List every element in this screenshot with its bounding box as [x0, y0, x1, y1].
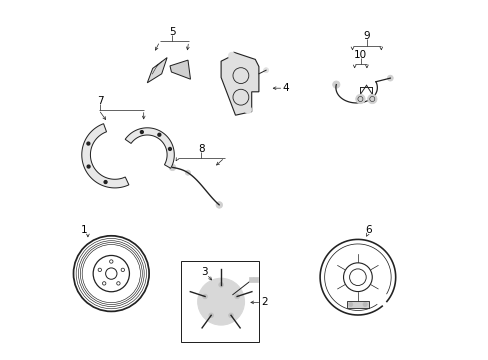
Text: 3: 3 — [201, 267, 207, 277]
Polygon shape — [81, 124, 129, 188]
Circle shape — [386, 75, 392, 81]
Text: 4: 4 — [282, 83, 288, 93]
Bar — [248, 276, 258, 282]
Circle shape — [197, 278, 244, 325]
Circle shape — [228, 52, 235, 59]
Polygon shape — [346, 301, 368, 308]
Circle shape — [228, 313, 233, 318]
Text: 6: 6 — [365, 225, 371, 235]
Circle shape — [212, 293, 229, 311]
Circle shape — [362, 302, 366, 307]
Circle shape — [158, 133, 161, 136]
Circle shape — [87, 142, 90, 145]
Text: 9: 9 — [363, 31, 369, 41]
Circle shape — [348, 302, 352, 307]
Circle shape — [140, 131, 143, 134]
Circle shape — [216, 202, 222, 208]
Circle shape — [87, 165, 90, 168]
Circle shape — [218, 283, 223, 287]
Circle shape — [234, 294, 239, 299]
Text: 10: 10 — [353, 50, 366, 60]
Polygon shape — [170, 60, 190, 79]
Circle shape — [332, 81, 339, 88]
Polygon shape — [125, 128, 174, 168]
Circle shape — [185, 170, 190, 175]
Circle shape — [168, 148, 171, 150]
Polygon shape — [147, 58, 167, 83]
Circle shape — [244, 106, 251, 113]
Circle shape — [367, 94, 376, 104]
Circle shape — [169, 164, 175, 171]
Bar — [181, 261, 258, 342]
Circle shape — [263, 68, 268, 73]
Text: 5: 5 — [169, 27, 176, 37]
Circle shape — [104, 181, 107, 184]
Polygon shape — [221, 52, 258, 115]
Text: 2: 2 — [261, 297, 267, 307]
Text: 1: 1 — [81, 225, 87, 235]
Text: 8: 8 — [198, 144, 204, 154]
Circle shape — [203, 294, 207, 299]
Text: 7: 7 — [97, 96, 103, 106]
Circle shape — [355, 94, 365, 104]
Circle shape — [208, 313, 213, 318]
